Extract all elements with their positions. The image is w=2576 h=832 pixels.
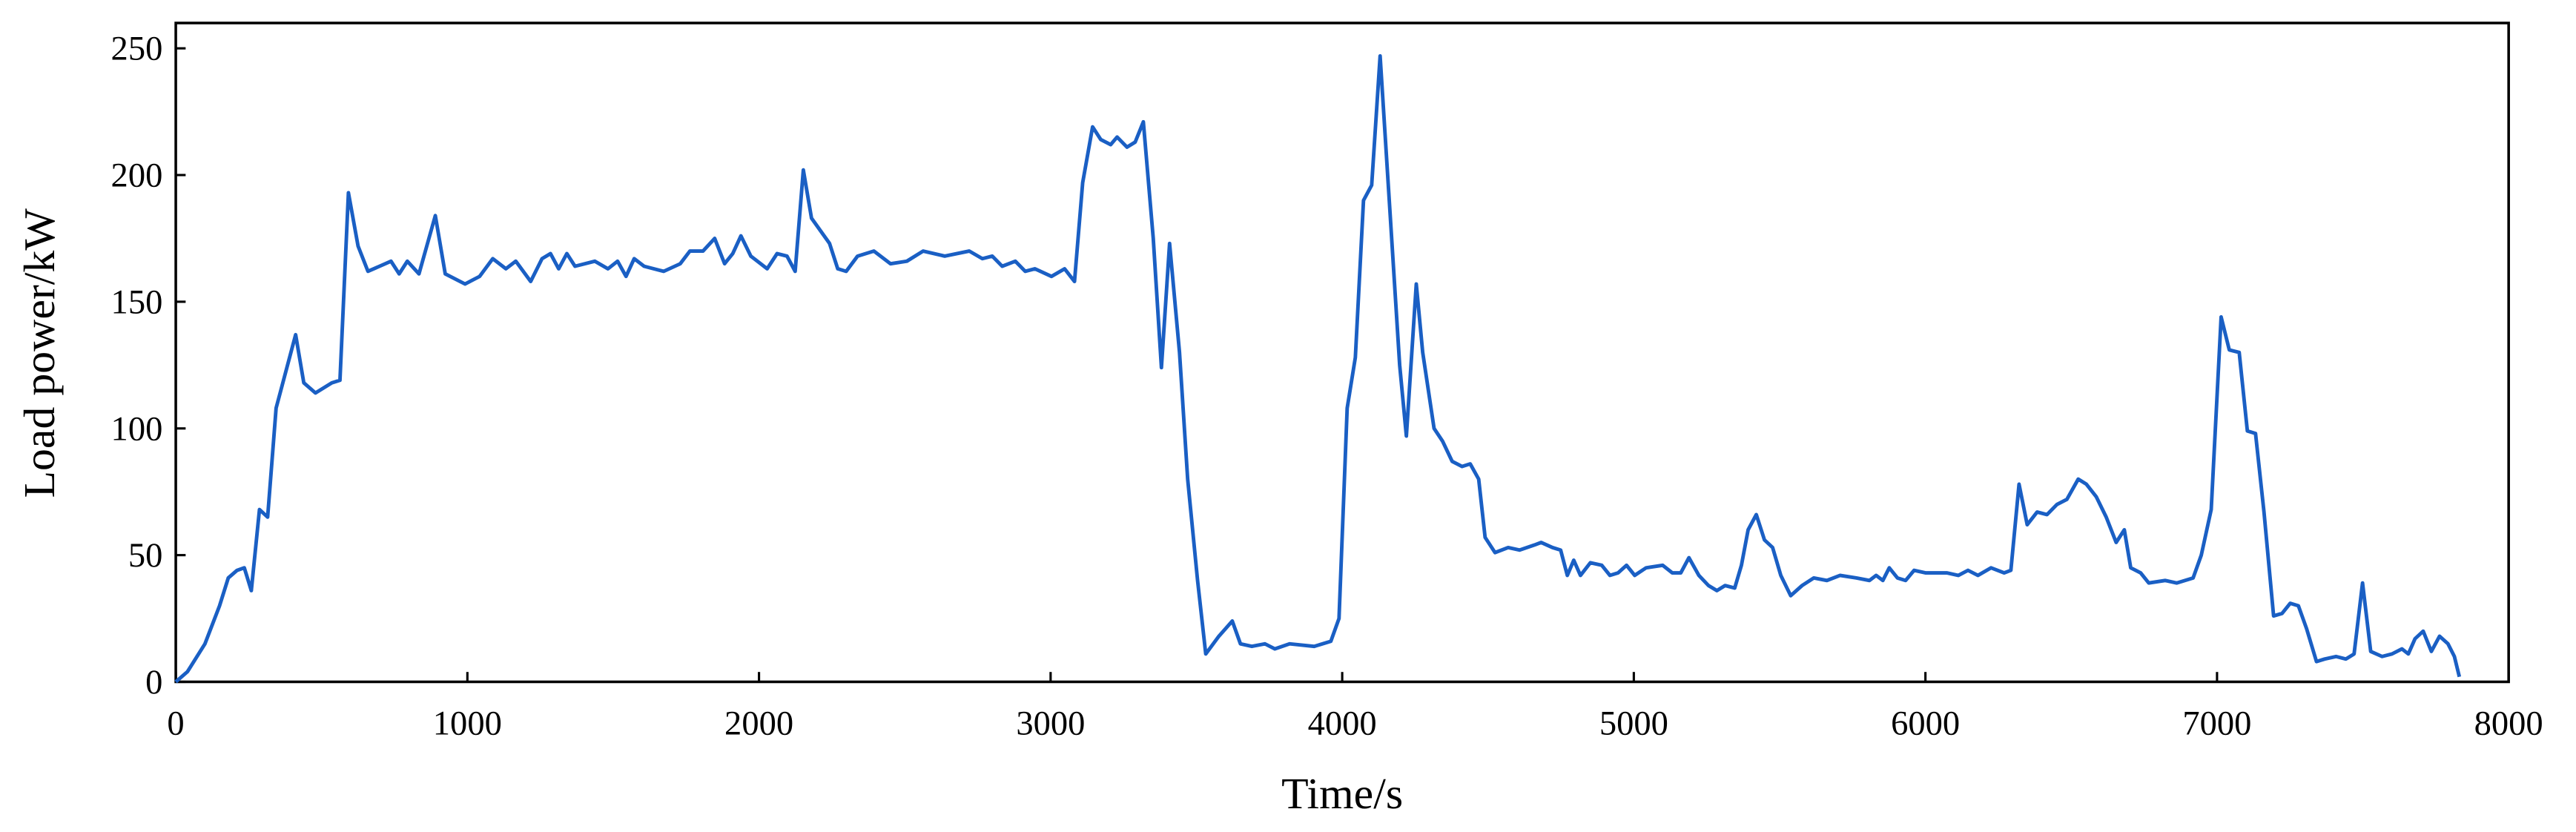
x-tick-label: 8000 — [2474, 704, 2543, 742]
y-tick-label: 250 — [111, 30, 163, 68]
x-tick-label: 3000 — [1016, 704, 1085, 742]
y-tick-label: 0 — [145, 664, 162, 701]
x-axis-label: Time/s — [1281, 769, 1403, 818]
x-tick-label: 4000 — [1308, 704, 1377, 742]
y-tick-label: 100 — [111, 410, 163, 448]
x-tick-label: 7000 — [2182, 704, 2251, 742]
x-tick-label: 2000 — [724, 704, 793, 742]
y-tick-label: 200 — [111, 157, 163, 195]
data-line — [174, 54, 2462, 684]
y-tick-label: 50 — [128, 537, 163, 575]
x-tick-label: 6000 — [1891, 704, 1960, 742]
x-tick-label: 1000 — [433, 704, 502, 742]
x-tick-label: 0 — [167, 704, 184, 742]
y-tick-label: 150 — [111, 283, 163, 321]
y-axis-label: Load power/kW — [15, 208, 64, 498]
x-tick-label: 5000 — [1599, 704, 1668, 742]
